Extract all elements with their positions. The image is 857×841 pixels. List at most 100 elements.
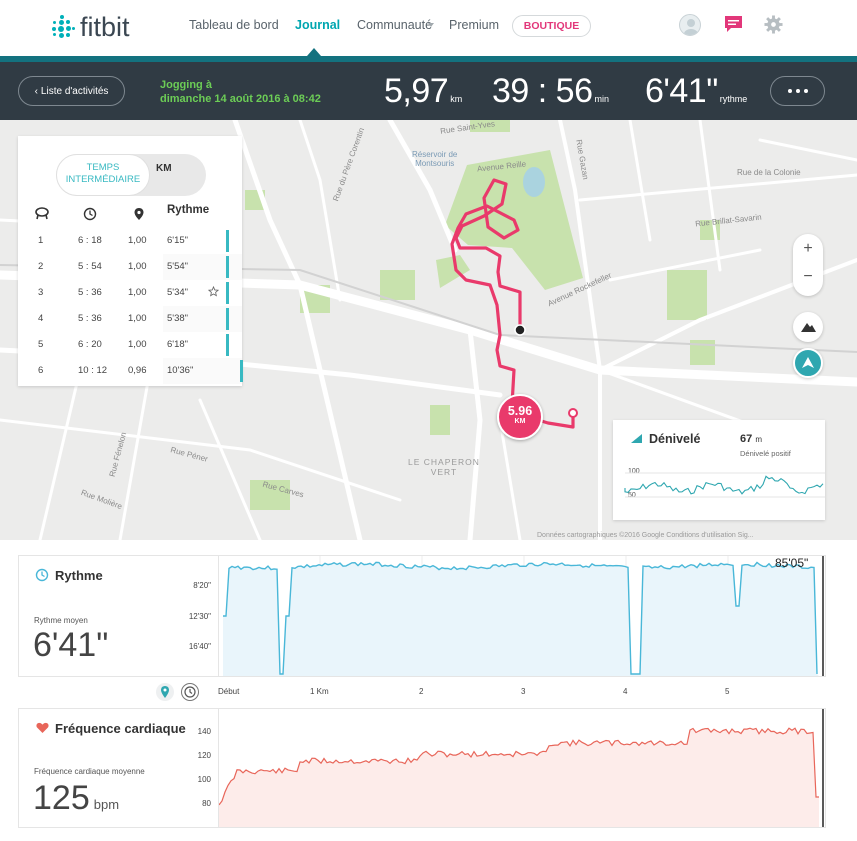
distance-marker[interactable]: 5.96 KM [497,394,543,440]
elevation-subtitle: Dénivelé positif [740,449,791,458]
location-pin-icon [161,686,169,698]
split-row[interactable]: 2 5 : 54 1,00 5'54" [18,254,242,280]
star-icon [208,286,219,297]
location-pin-icon [134,208,144,220]
route-map[interactable]: Rue Saint-Yves Réservoir de Montsouris A… [0,120,857,540]
x-tick: Début [218,687,240,696]
distance-axis-toggle[interactable] [156,683,174,701]
pace-max-label: 85'05" [775,556,809,570]
split-number: 4 [38,313,44,324]
split-time: 10 : 12 [78,365,108,376]
nav-divider [0,56,857,62]
hr-y-tick: 140 [197,727,211,736]
map-copyright: Données cartographiques ©2016 Google Con… [537,532,754,539]
more-options-button[interactable] [770,76,825,106]
pace-y-tick: 12'30" [188,612,211,621]
mountain-icon [801,323,816,332]
pace-value: 6'41" [645,72,718,110]
split-number: 3 [38,287,44,298]
route-view-button[interactable] [793,348,823,378]
zoom-control: + − [793,234,823,296]
split-pace-bar [240,360,243,382]
x-tick: 1 Km [310,687,329,696]
split-number: 6 [38,365,44,376]
split-row[interactable]: 6 10 : 12 0,96 10'36" [18,358,243,384]
distance-marker-unit: KM [514,418,526,425]
elevation-card: Dénivelé 67 m Dénivelé positif 100 50 [613,420,825,520]
pace-y-tick: 16'40" [188,642,211,651]
split-number: 2 [38,261,44,272]
split-number: 1 [38,235,44,246]
heart-rate-chart-plot[interactable] [219,709,825,827]
x-tick: 3 [521,687,526,696]
logo-text: fitbit [80,11,130,42]
tab-km[interactable]: KM [156,163,172,174]
activity-title: Jogging à dimanche 14 août 2016 à 08:42 [160,78,321,106]
split-pace: 5'54" [167,261,189,272]
split-row[interactable]: 1 6 : 18 1,00 6'15" [18,228,242,254]
split-pace-bar [226,282,229,304]
zoom-in-button[interactable]: + [803,240,813,257]
time-axis-toggle[interactable] [181,683,199,701]
split-row[interactable]: 3 5 : 36 1,00 5'34" [18,280,242,306]
split-pace: 5'38" [167,313,189,324]
pace-y-tick: 8'20" [193,581,211,590]
pace-column-header: Rythme [167,204,210,216]
split-row[interactable]: 5 6 : 20 1,00 6'18" [18,332,242,358]
duration-stat: 39 : 56 min [492,72,609,111]
split-time: 6 : 18 [78,235,102,246]
split-distance: 0,96 [128,365,147,376]
split-pace-bar [226,230,229,252]
back-to-activities-button[interactable]: ‹ Liste d'activités [18,76,125,106]
fitbit-logo-icon [50,15,75,39]
split-pace-background [163,358,242,384]
pace-chart-card: Rythme Rythme moyen 6'41" 8'20" 12'30" 1… [18,555,826,677]
split-distance: 1,00 [128,261,147,272]
split-distance: 1,00 [128,339,147,350]
terrain-toggle-button[interactable] [793,312,823,342]
nav-journal[interactable]: Journal [295,18,341,32]
hr-y-tick: 80 [202,799,211,808]
average-heart-rate-unit: bpm [93,797,120,812]
nav-premium[interactable]: Premium [449,18,500,32]
tab-splits[interactable]: TEMPS INTERMÉDIAIRE [56,154,150,196]
split-time: 5 : 36 [78,287,102,298]
fitbit-logo[interactable]: fitbit [50,12,130,42]
pace-unit: rythme [719,94,748,104]
elevation-tick: 50 [628,492,636,499]
gear-icon[interactable] [764,15,783,34]
split-pace: 6'15" [167,235,189,246]
clock-icon [83,207,97,221]
splits-panel: TEMPS INTERMÉDIAIRE KM Rythme 1 6 : 18 1,0… [18,136,243,386]
split-row[interactable]: 4 5 : 36 1,00 5'38" [18,306,242,332]
average-pace-label: Rythme moyen [34,616,88,625]
elevation-icon [631,434,642,443]
pace-chart-title: Rythme [55,568,103,583]
average-heart-rate-value: 125 [33,779,90,817]
split-pace: 6'18" [167,339,189,350]
split-time: 6 : 20 [78,339,102,350]
x-tick: 5 [725,687,730,696]
heart-rate-title: Fréquence cardiaque [55,721,186,736]
pace-stat: 6'41" rythme [645,72,747,111]
splits-toggle[interactable]: TEMPS INTERMÉDIAIRE KM [56,154,206,196]
shop-button[interactable]: BOUTIQUE [512,15,591,37]
x-tick: 4 [623,687,628,696]
chevron-down-icon [428,23,434,27]
split-pace-bar [226,334,229,356]
pace-chart-plot[interactable] [219,556,825,676]
nav-community[interactable]: Communauté [357,18,433,32]
heart-rate-chart-card: Fréquence cardiaque Fréquence cardiaque … [18,708,826,828]
split-time: 5 : 36 [78,313,102,324]
split-pace-bar [226,308,229,330]
messages-icon[interactable] [724,15,743,33]
zoom-out-button[interactable]: − [803,268,813,285]
avatar[interactable] [679,14,701,36]
elevation-gain: 67 m [740,433,762,445]
nav-dashboard[interactable]: Tableau de bord [189,18,279,32]
heart-rate-summary: Fréquence cardiaque Fréquence cardiaque … [19,709,219,827]
map-label-street: Rue de la Colonie [737,168,801,177]
duration-unit: min [594,94,609,104]
hr-y-tick: 120 [197,751,211,760]
